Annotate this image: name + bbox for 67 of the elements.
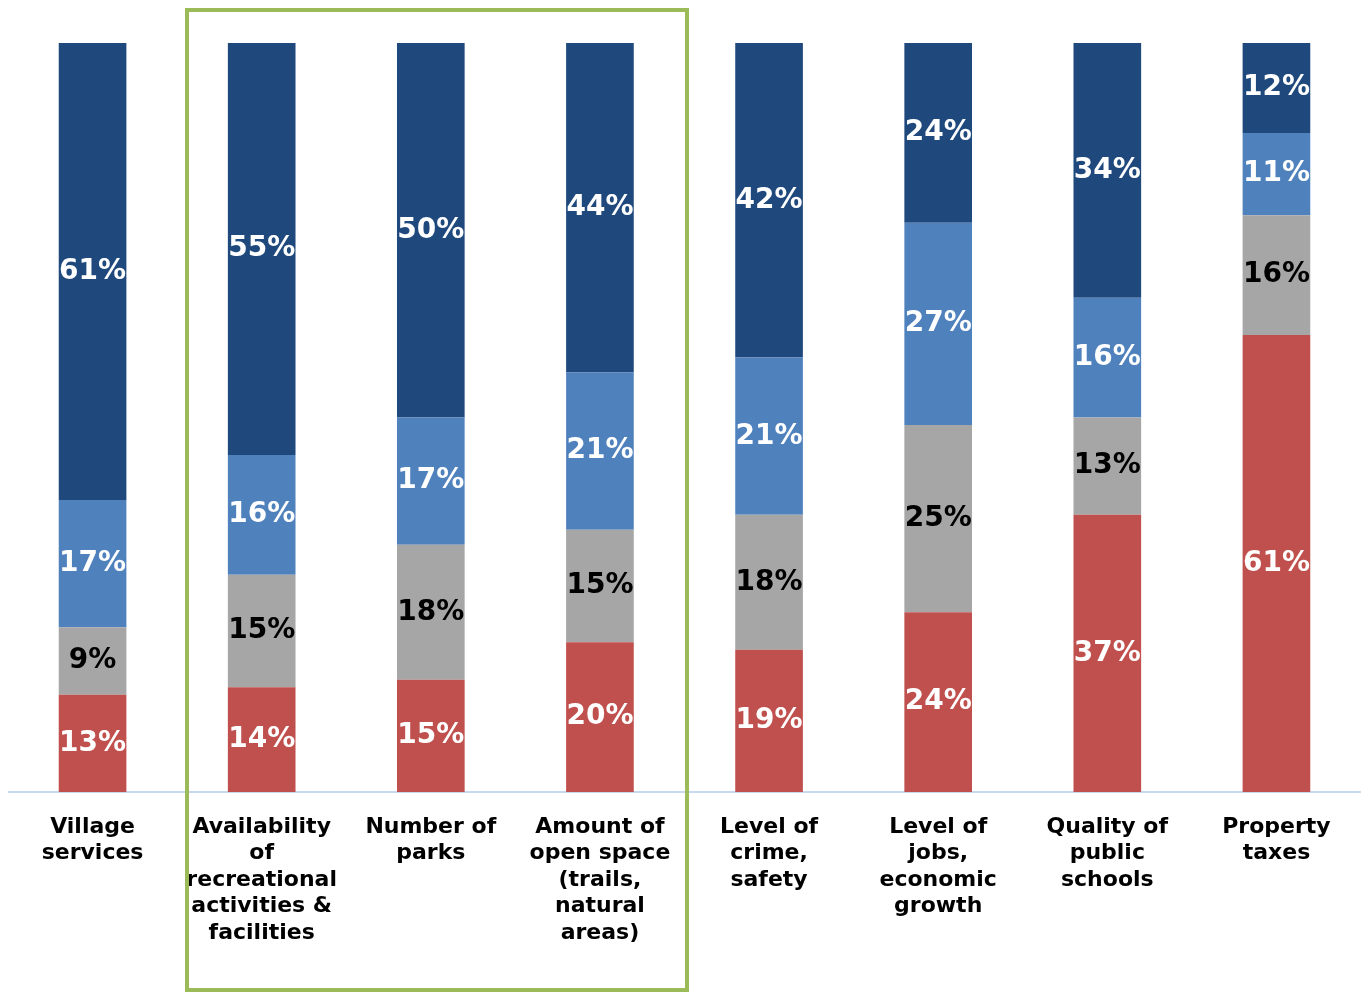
data-label: 27% [904,305,972,339]
bar [904,612,973,792]
data-label: 15% [566,567,634,601]
data-label: 21% [735,417,803,451]
data-label: 14% [228,720,296,754]
x-tick-label: Quality of public schools [1046,812,1169,891]
bar [566,529,634,643]
data-label: 37% [1073,634,1141,668]
bar [1073,514,1142,792]
x-tick-label: Level of crime, safety [720,812,819,891]
bar [227,687,296,792]
bar [1242,335,1311,792]
data-label: 17% [59,544,127,578]
bar [396,417,465,545]
x-tick-label: Level of jobs, economic growth [879,812,997,918]
x-tick-label: Availability of recreational activities & facilities [186,812,338,944]
bar [227,574,296,688]
bar [1073,297,1142,418]
data-label: 15% [397,717,465,751]
data-label: 42% [735,181,803,215]
bar [735,649,803,792]
data-label: 9% [68,642,117,676]
data-label: 18% [397,593,465,627]
bar [904,43,973,223]
bar [227,454,296,575]
bar [58,43,127,500]
bar [735,514,803,650]
data-label: 44% [566,189,634,223]
data-label: 19% [735,702,803,736]
bar [1242,215,1311,336]
x-tick-label: Village services [41,812,144,865]
data-label: 17% [397,462,465,496]
bar [396,679,465,792]
bar [396,544,465,680]
x-tick-label: Number of parks [365,812,497,865]
data-label: 11% [1242,155,1310,189]
bar [566,372,634,530]
data-label: 13% [59,724,127,758]
data-label: 16% [228,496,296,530]
data-label: 21% [566,432,634,466]
data-label: 16% [1073,338,1141,372]
data-label: 18% [735,563,803,597]
x-tick-label: Amount of open space (trails, natural areas) [529,812,671,944]
bar [227,43,296,455]
data-label: 34% [1073,151,1141,185]
bar [58,499,127,628]
data-label: 61% [1242,544,1310,578]
data-label: 25% [904,499,972,533]
data-label: 55% [228,230,296,264]
data-label: 24% [904,114,972,148]
bar [904,424,973,613]
data-label: 16% [1242,256,1310,290]
data-label: 12% [1242,69,1310,103]
bar [904,222,973,425]
data-label: 20% [566,698,634,732]
bar [396,43,465,418]
data-label: 15% [228,612,296,646]
data-label: 50% [397,211,465,245]
bar [1073,43,1142,298]
bar [566,642,634,792]
bar [735,43,803,358]
data-label: 13% [1073,447,1141,481]
bar [735,357,803,515]
data-label: 61% [59,252,127,286]
x-tick-label: Property taxes [1222,812,1331,865]
bar [566,43,634,373]
data-label: 24% [904,683,972,717]
